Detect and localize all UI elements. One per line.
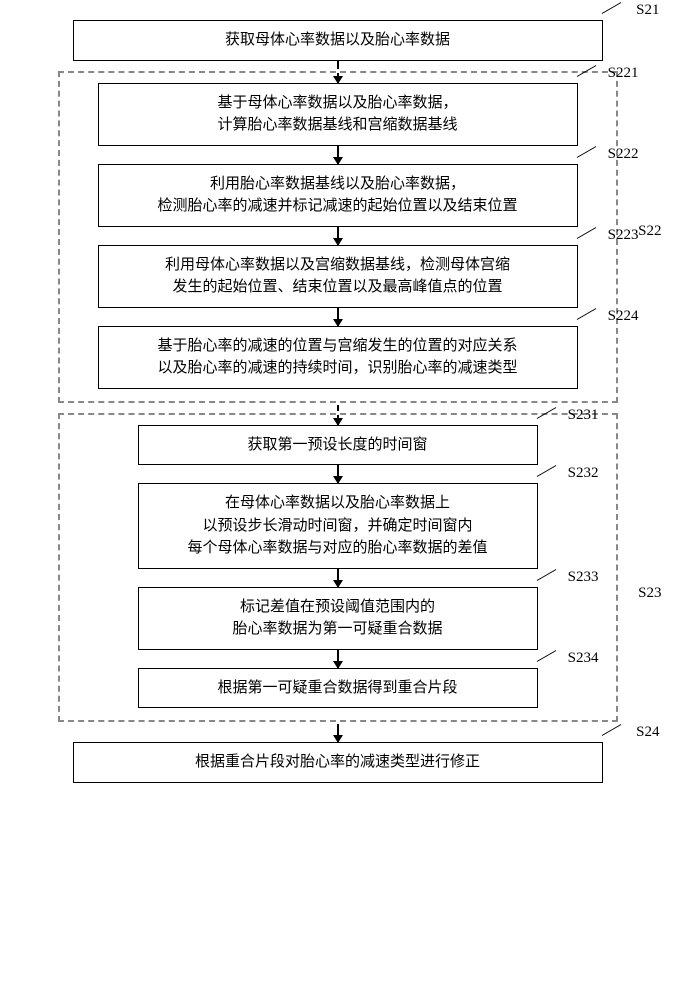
group-s22-label: S22 (638, 223, 661, 240)
step-s222-label: S222 (608, 143, 639, 166)
group-s22: S22 基于母体心率数据以及胎心率数据， 计算胎心率数据基线和宫缩数据基线 S2… (58, 71, 618, 403)
step-s234-label: S234 (568, 647, 599, 670)
step-s232-line2: 以预设步长滑动时间窗，并确定时间窗内 (155, 515, 521, 538)
step-s221-line2: 计算胎心率数据基线和宫缩数据基线 (115, 114, 561, 137)
arrow (337, 73, 339, 83)
step-s221-label: S221 (608, 62, 639, 85)
step-s223: 利用母体心率数据以及宫缩数据基线，检测母体宫缩 发生的起始位置、结束位置以及最高… (98, 245, 578, 308)
flowchart-container: 获取母体心率数据以及胎心率数据 S21 S22 基于母体心率数据以及胎心率数据，… (30, 20, 645, 783)
step-s222: 利用胎心率数据基线以及胎心率数据， 检测胎心率的减速并标记减速的起始位置以及结束… (98, 164, 578, 227)
group-s23: S23 获取第一预设长度的时间窗 S231 在母体心率数据以及胎心率数据上 以预… (58, 413, 618, 723)
step-s24: 根据重合片段对胎心率的减速类型进行修正 S24 (73, 742, 603, 783)
step-s224-line2: 以及胎心率的减速的持续时间，识别胎心率的减速类型 (115, 357, 561, 380)
step-s221: 基于母体心率数据以及胎心率数据， 计算胎心率数据基线和宫缩数据基线 S221 (98, 83, 578, 146)
step-s231-label: S231 (568, 404, 599, 427)
step-s233-line1: 标记差值在预设阈值范围内的 (155, 596, 521, 619)
step-s221-line1: 基于母体心率数据以及胎心率数据， (115, 92, 561, 115)
step-s223-label: S223 (608, 224, 639, 247)
step-s224-label: S224 (608, 305, 639, 328)
step-s232-line1: 在母体心率数据以及胎心率数据上 (155, 492, 521, 515)
step-s232-label: S232 (568, 462, 599, 485)
arrow (337, 227, 339, 245)
step-s24-label: S24 (636, 721, 659, 744)
step-s24-text: 根据重合片段对胎心率的减速类型进行修正 (195, 754, 480, 770)
step-s233-label: S233 (568, 566, 599, 589)
arrow (337, 146, 339, 164)
connector (337, 405, 339, 411)
step-s222-line1: 利用胎心率数据基线以及胎心率数据， (115, 173, 561, 196)
step-s224: 基于胎心率的减速的位置与宫缩发生的位置的对应关系 以及胎心率的减速的持续时间，识… (98, 326, 578, 389)
step-s233-line2: 胎心率数据为第一可疑重合数据 (155, 618, 521, 641)
step-s232: 在母体心率数据以及胎心率数据上 以预设步长滑动时间窗，并确定时间窗内 每个母体心… (138, 483, 538, 569)
group-s23-label: S23 (638, 585, 661, 602)
arrow (337, 650, 339, 668)
step-s21-text: 获取母体心率数据以及胎心率数据 (225, 32, 450, 48)
step-s224-line1: 基于胎心率的减速的位置与宫缩发生的位置的对应关系 (115, 335, 561, 358)
step-s231: 获取第一预设长度的时间窗 S231 (138, 425, 538, 466)
step-s234-text: 根据第一可疑重合数据得到重合片段 (217, 680, 457, 696)
step-s21-label: S21 (636, 0, 659, 22)
step-s233: 标记差值在预设阈值范围内的 胎心率数据为第一可疑重合数据 S233 (138, 587, 538, 650)
arrow (337, 415, 339, 425)
arrow (337, 724, 339, 742)
step-s223-line1: 利用母体心率数据以及宫缩数据基线，检测母体宫缩 (115, 254, 561, 277)
arrow (337, 465, 339, 483)
step-s222-line2: 检测胎心率的减速并标记减速的起始位置以及结束位置 (115, 195, 561, 218)
step-s223-line2: 发生的起始位置、结束位置以及最高峰值点的位置 (115, 276, 561, 299)
step-s234: 根据第一可疑重合数据得到重合片段 S234 (138, 668, 538, 709)
connector (337, 61, 339, 69)
step-s21: 获取母体心率数据以及胎心率数据 S21 (73, 20, 603, 61)
step-s231-text: 获取第一预设长度的时间窗 (247, 437, 427, 453)
step-s232-line3: 每个母体心率数据与对应的胎心率数据的差值 (155, 537, 521, 560)
arrow (337, 308, 339, 326)
arrow (337, 569, 339, 587)
